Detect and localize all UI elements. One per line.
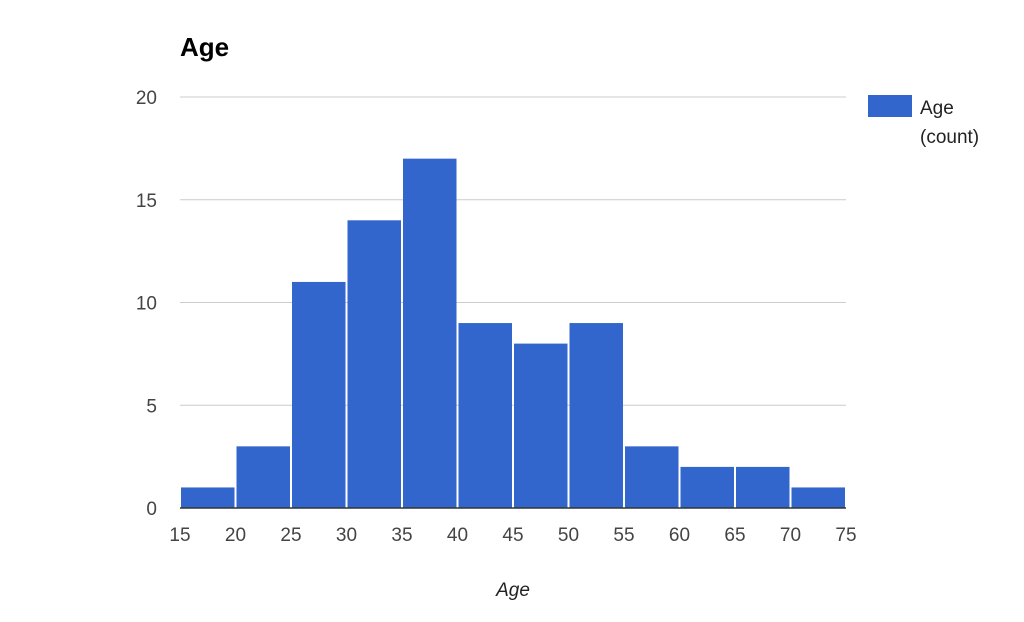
y-tick-label-15: 15 xyxy=(136,191,157,212)
bar-25-30[interactable] xyxy=(292,281,346,508)
x-tick-label-15: 15 xyxy=(169,525,190,546)
bar-20-25[interactable] xyxy=(236,446,291,508)
x-tick-label-55: 55 xyxy=(613,525,634,546)
gridlines xyxy=(180,96,846,406)
bar-65-70[interactable] xyxy=(736,466,790,508)
x-tick-label-45: 45 xyxy=(502,525,523,546)
x-tick-label-20: 20 xyxy=(225,525,246,546)
x-tick-label-60: 60 xyxy=(669,525,690,546)
bar-35-40[interactable] xyxy=(403,158,457,508)
x-tick-label-30: 30 xyxy=(336,525,357,546)
y-axis-ticks: 0 5 10 15 20 xyxy=(136,88,157,520)
legend[interactable]: Age (count) xyxy=(868,95,979,148)
bar-50-55[interactable] xyxy=(569,323,624,508)
bar-70-75[interactable] xyxy=(791,487,846,508)
bar-40-45[interactable] xyxy=(458,323,513,508)
bar-45-50[interactable] xyxy=(514,343,568,508)
legend-label-line1: Age xyxy=(920,98,954,119)
legend-swatch xyxy=(868,95,912,117)
bars xyxy=(181,158,846,509)
chart-title: Age xyxy=(180,32,229,62)
x-axis-ticks: 15 20 25 30 35 40 45 50 55 60 65 70 75 xyxy=(169,525,856,546)
x-tick-label-35: 35 xyxy=(391,525,412,546)
x-tick-label-75: 75 xyxy=(835,525,856,546)
x-tick-label-70: 70 xyxy=(780,525,801,546)
x-tick-label-25: 25 xyxy=(280,525,301,546)
y-tick-label-10: 10 xyxy=(136,294,157,315)
legend-label-line2: (count) xyxy=(920,127,979,148)
bar-30-35[interactable] xyxy=(347,220,402,509)
x-axis-title: Age xyxy=(495,580,530,601)
bar-60-65[interactable] xyxy=(680,466,735,508)
x-tick-label-40: 40 xyxy=(447,525,468,546)
bar-55-60[interactable] xyxy=(625,446,679,508)
y-tick-label-0: 0 xyxy=(146,499,157,520)
x-tick-label-50: 50 xyxy=(558,525,579,546)
x-tick-label-65: 65 xyxy=(724,525,745,546)
y-tick-label-5: 5 xyxy=(146,396,157,417)
y-tick-label-20: 20 xyxy=(136,88,157,109)
bar-15-20[interactable] xyxy=(181,487,235,508)
